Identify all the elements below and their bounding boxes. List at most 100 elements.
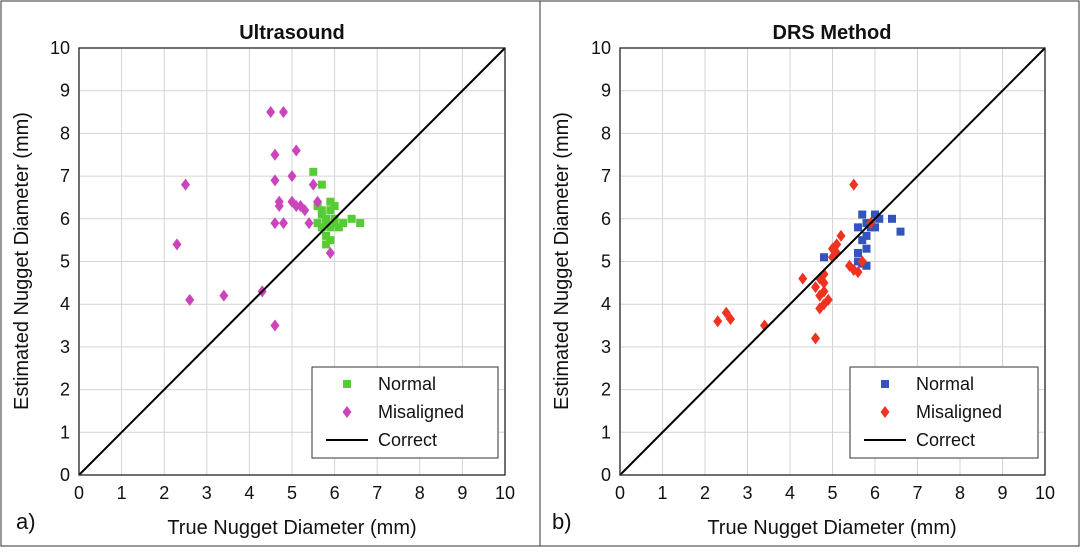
data-point-normal <box>322 231 331 240</box>
data-point-normal <box>871 223 879 232</box>
x-tick-label: 5 <box>827 483 837 503</box>
panel-ultrasound: Ultrasound True Nugget Diameter (mm) Est… <box>11 22 515 539</box>
data-point-misaligned <box>836 229 846 242</box>
data-point-misaligned <box>270 148 280 161</box>
data-point-normal <box>339 219 348 228</box>
data-point-misaligned <box>819 276 829 289</box>
x-tick-label: 9 <box>457 483 467 503</box>
data-point-normal <box>317 180 326 189</box>
y-tick-label: 1 <box>60 422 70 442</box>
legend-label-normal: Normal <box>916 374 974 394</box>
data-point-normal <box>862 261 871 270</box>
x-tick-label: 1 <box>117 483 127 503</box>
data-point-misaligned <box>811 281 820 294</box>
y-tick-label: 5 <box>60 252 70 272</box>
panel-drs-method: DRS Method True Nugget Diameter (mm) Est… <box>551 22 1055 539</box>
x-tick-label: 6 <box>870 483 880 503</box>
y-tick-label: 2 <box>601 380 611 400</box>
legend-swatch-misaligned <box>880 406 890 418</box>
y-tick-label: 9 <box>60 81 70 101</box>
y-tick-label: 5 <box>601 252 611 272</box>
data-point-misaligned <box>300 204 310 217</box>
data-point-normal <box>309 167 318 176</box>
data-point-normal <box>862 244 871 253</box>
y-tick-label: 4 <box>60 294 70 314</box>
x-tick-label: 0 <box>615 483 625 503</box>
x-tick-label: 4 <box>244 483 254 503</box>
x-tick-label: 5 <box>287 483 297 503</box>
data-point-normal <box>326 197 335 206</box>
y-tick-label: 0 <box>60 465 70 485</box>
data-point-normal <box>317 206 326 215</box>
data-point-misaligned <box>853 266 863 279</box>
legend-swatch-normal <box>343 380 351 388</box>
data-point-normal <box>322 240 331 249</box>
data-point-misaligned <box>721 306 731 319</box>
data-point-misaligned <box>304 217 314 230</box>
data-point-misaligned <box>849 178 859 191</box>
data-point-normal <box>326 236 335 245</box>
x-axis-label: True Nugget Diameter (mm) <box>707 517 956 539</box>
data-point-normal <box>854 223 862 232</box>
data-point-misaligned <box>181 178 190 191</box>
data-point-normal <box>896 227 905 236</box>
y-tick-label: 7 <box>60 166 70 186</box>
data-point-misaligned <box>270 319 280 332</box>
data-point-normal <box>330 201 339 210</box>
data-point-misaligned <box>278 217 288 230</box>
data-point-misaligned <box>219 289 229 302</box>
x-tick-label: 7 <box>912 483 922 503</box>
chart-title: Ultrasound <box>239 22 345 44</box>
data-point-normal <box>858 210 867 219</box>
panel-label: a) <box>16 509 36 534</box>
data-point-normal <box>820 253 828 262</box>
data-point-misaligned <box>726 313 735 326</box>
data-point-misaligned <box>832 238 842 251</box>
data-point-normal <box>888 214 896 223</box>
data-point-normal <box>334 223 343 232</box>
legend-label-correct: Correct <box>378 430 437 450</box>
series-line-correct <box>619 47 1046 476</box>
data-point-misaligned <box>713 315 723 328</box>
y-tick-label: 10 <box>50 38 70 58</box>
x-tick-label: 2 <box>700 483 710 503</box>
y-axis-label: Estimated Nugget Diameter (mm) <box>11 112 33 410</box>
x-tick-label: 3 <box>202 483 212 503</box>
x-axis-label: True Nugget Diameter (mm) <box>167 517 416 539</box>
data-point-normal <box>322 214 331 223</box>
data-point-normal <box>871 210 879 219</box>
data-point-misaligned <box>308 178 318 191</box>
data-point-misaligned <box>857 255 867 268</box>
data-point-normal <box>326 206 335 215</box>
data-point-misaligned <box>313 195 323 208</box>
legend-swatch-misaligned <box>342 406 352 418</box>
data-point-misaligned <box>325 246 335 259</box>
data-point-normal <box>317 223 326 232</box>
data-point-misaligned <box>270 217 280 230</box>
data-point-misaligned <box>291 144 301 157</box>
data-point-misaligned <box>266 106 276 119</box>
x-tick-label: 9 <box>997 483 1007 503</box>
legend-label-correct: Correct <box>916 430 975 450</box>
data-point-normal <box>858 236 867 245</box>
x-tick-label: 10 <box>1035 483 1055 503</box>
data-point-normal <box>862 231 871 240</box>
legend-swatch-normal <box>881 380 889 388</box>
x-tick-label: 6 <box>330 483 340 503</box>
data-point-misaligned <box>811 332 820 345</box>
data-point-misaligned <box>274 199 284 212</box>
data-point-normal <box>326 223 335 232</box>
series-line-correct <box>78 47 506 476</box>
data-point-normal <box>322 219 331 228</box>
y-tick-label: 7 <box>601 166 611 186</box>
data-point-normal <box>317 210 326 219</box>
x-tick-label: 8 <box>955 483 965 503</box>
y-tick-label: 1 <box>601 422 611 442</box>
y-tick-label: 8 <box>60 123 70 143</box>
x-tick-label: 7 <box>372 483 382 503</box>
chart-title: DRS Method <box>773 22 892 44</box>
y-tick-label: 9 <box>601 81 611 101</box>
x-tick-label: 3 <box>742 483 752 503</box>
legend-label-misaligned: Misaligned <box>378 402 464 422</box>
